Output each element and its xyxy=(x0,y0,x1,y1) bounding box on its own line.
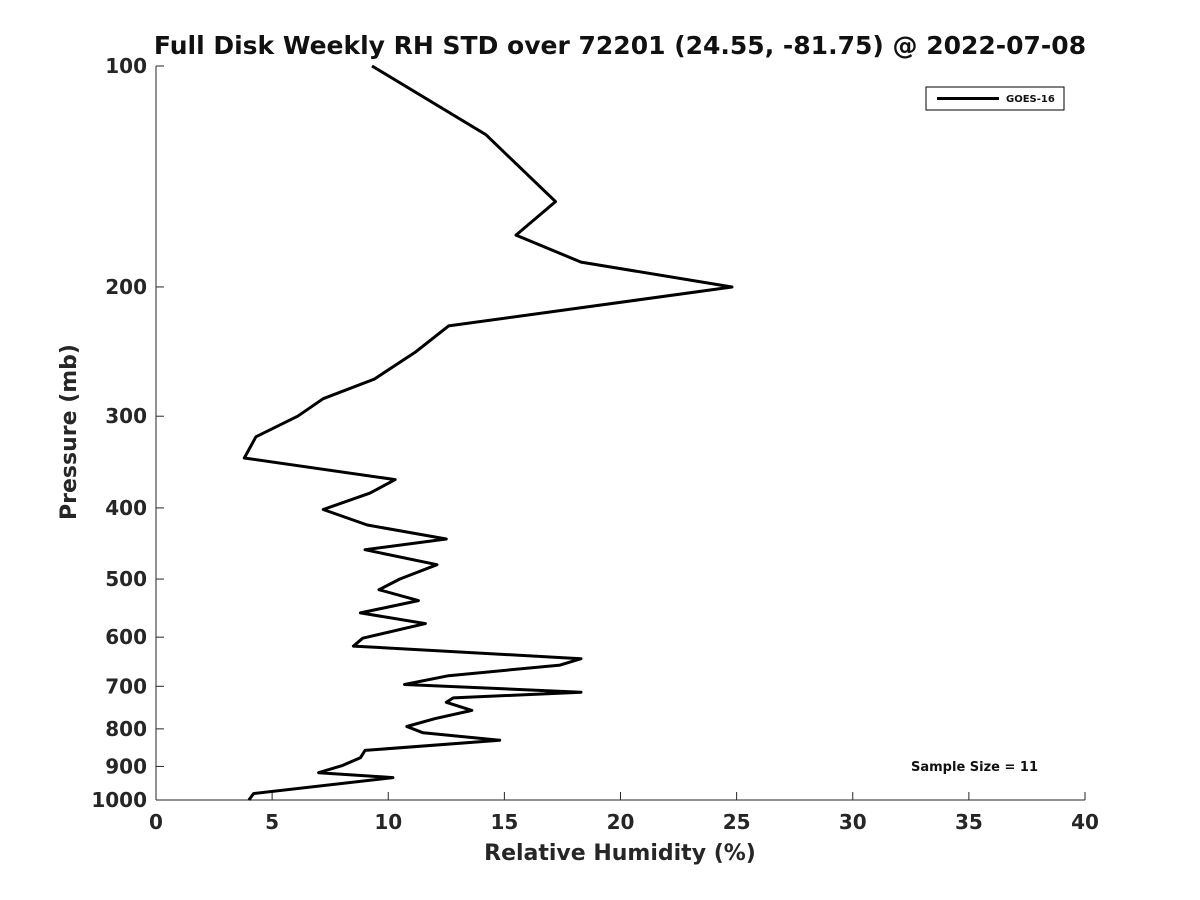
x-tick-label: 15 xyxy=(490,810,518,834)
sample-size-annotation: Sample Size = 11 xyxy=(911,760,1038,775)
x-tick-label: 30 xyxy=(839,810,867,834)
x-tick-label: 0 xyxy=(149,810,163,834)
legend: GOES-16 xyxy=(925,86,1065,111)
y-tick-label: 300 xyxy=(105,404,147,428)
x-tick-label: 40 xyxy=(1071,810,1099,834)
y-tick-label: 900 xyxy=(105,754,147,778)
series-line-goes-16 xyxy=(242,64,734,801)
x-tick-label: 5 xyxy=(265,810,279,834)
y-tick-label: 700 xyxy=(105,674,147,698)
x-axis-ticks: 0 5 10 15 20 25 30 35 40 xyxy=(149,792,1099,834)
x-axis-label: Relative Humidity (%) xyxy=(484,841,756,866)
x-tick-label: 10 xyxy=(374,810,402,834)
y-axis-ticks: 100 200 300 400 500 600 700 800 900 1000 xyxy=(91,54,164,812)
x-tick-label: 35 xyxy=(955,810,983,834)
legend-label: GOES-16 xyxy=(1006,94,1055,105)
y-tick-label: 100 xyxy=(105,54,147,78)
chart-title: Full Disk Weekly RH STD over 72201 (24.5… xyxy=(154,31,1086,60)
x-tick-label: 20 xyxy=(607,810,635,834)
y-tick-label: 500 xyxy=(105,567,147,591)
y-tick-label: 600 xyxy=(105,625,147,649)
y-tick-label: 800 xyxy=(105,717,147,741)
y-tick-label: 200 xyxy=(105,275,147,299)
y-axis-label: Pressure (mb) xyxy=(57,344,82,520)
y-tick-label: 1000 xyxy=(91,788,147,812)
y-tick-label: 400 xyxy=(105,496,147,520)
x-tick-label: 25 xyxy=(723,810,751,834)
series-group xyxy=(242,64,734,801)
